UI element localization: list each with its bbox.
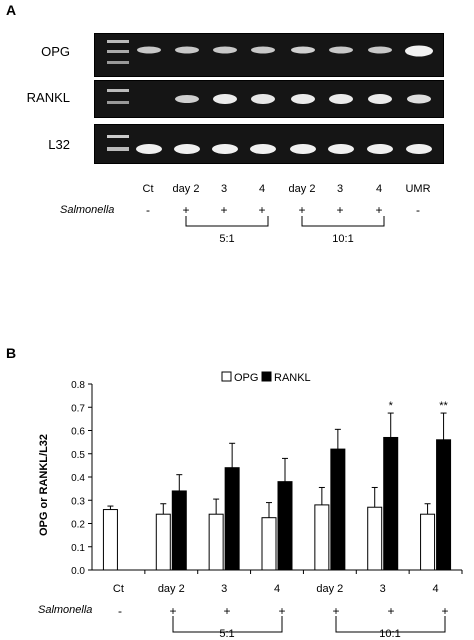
gel-label-opg: OPG xyxy=(41,44,70,59)
treatment-sign: + xyxy=(336,203,344,217)
bracket-a-5to1 xyxy=(185,216,269,227)
x-tick-label: day 2 xyxy=(158,583,185,595)
bar-rankl xyxy=(436,439,452,571)
treatment-sign: + xyxy=(223,604,231,618)
bar-chart: 0.0 0.1 0.2 0.3 0.4 0.5 0.6 0.7 0.8 Ct day 2 3 4 day … xyxy=(38,371,463,595)
bar-rankl xyxy=(383,436,399,571)
panel-b-letter: B xyxy=(6,345,17,361)
bar-opg xyxy=(261,517,277,571)
ratio-label-b: 10:1 xyxy=(379,628,401,640)
chart-bars: * ** xyxy=(102,400,452,571)
salmonella-label-b: Salmonella xyxy=(38,604,93,616)
bracket-b-5to1 xyxy=(172,616,283,633)
y-tick-label: 0.8 xyxy=(71,380,85,391)
gel-lane-label: UMR xyxy=(405,183,431,195)
x-tick-label: 4 xyxy=(433,583,439,595)
bar-rankl xyxy=(330,448,346,571)
ratio-label-b: 5:1 xyxy=(219,628,235,640)
bar-rankl xyxy=(277,481,293,571)
y-axis-label: OPG or RANKL/L32 xyxy=(38,434,50,536)
gel-image-rankl xyxy=(94,80,444,118)
chart-axes: 0.0 0.1 0.2 0.3 0.4 0.5 0.6 0.7 0.8 Ct day 2 3 4 day … xyxy=(71,380,463,595)
legend-label-opg: OPG xyxy=(234,372,258,384)
legend-swatch-opg xyxy=(221,371,232,382)
gel-lane-label: Ct xyxy=(142,183,154,195)
treatment-sign: + xyxy=(441,604,449,618)
salmonella-label-a: Salmonella xyxy=(60,204,115,216)
chart-legend: OPG RANKL xyxy=(221,371,311,384)
bracket-a-10to1 xyxy=(301,216,385,227)
bar-opg xyxy=(314,504,330,571)
x-tick-label: 4 xyxy=(274,583,280,595)
y-tick-label: 0.5 xyxy=(71,450,85,461)
bar-opg xyxy=(420,513,436,571)
gel-lane-label: 4 xyxy=(258,183,266,195)
treatment-sign: - xyxy=(416,203,420,217)
significance-marker: * xyxy=(389,400,394,412)
gel-image-opg xyxy=(94,33,444,77)
bar-rankl xyxy=(171,490,187,571)
ratio-label-a: 5:1 xyxy=(219,233,235,245)
treatment-sign: + xyxy=(258,203,266,217)
treatment-sign: + xyxy=(220,203,228,217)
gel-lane-label: 4 xyxy=(375,183,383,195)
treatment-sign: + xyxy=(169,604,177,618)
treatment-sign: - xyxy=(146,203,150,217)
bar-rankl xyxy=(224,467,240,571)
gel-lane-label: day 2 xyxy=(288,183,316,195)
bracket-lines-a xyxy=(185,216,385,227)
bracket-lines-b xyxy=(172,616,446,633)
treatment-sign: - xyxy=(118,604,122,618)
gel-bands-l32 xyxy=(107,135,432,154)
bar-opg xyxy=(367,506,383,571)
bar-opg xyxy=(208,513,224,571)
x-tick-label: 3 xyxy=(221,583,227,595)
y-tick-label: 0.4 xyxy=(71,473,85,484)
y-tick-label: 0.1 xyxy=(71,543,85,554)
gel-label-rankl: RANKL xyxy=(26,90,70,105)
bar-opg xyxy=(102,509,118,571)
bracket-b-10to1 xyxy=(335,616,446,633)
x-tick-label: day 2 xyxy=(316,583,343,595)
gel-bands-rankl xyxy=(107,89,431,104)
legend-label-rankl: RANKL xyxy=(274,372,311,384)
treatment-sign: + xyxy=(387,604,395,618)
gel-lane-label: 3 xyxy=(220,183,228,195)
x-tick-label: 3 xyxy=(380,583,386,595)
gel-image-l32 xyxy=(94,124,444,164)
treatment-sign: + xyxy=(298,203,306,217)
gel-label-l32: L32 xyxy=(48,137,70,152)
y-tick-label: 0.3 xyxy=(71,496,85,507)
gel-lane-label: 3 xyxy=(336,183,344,195)
y-tick-label: 0.7 xyxy=(71,403,85,414)
x-tick-label: Ct xyxy=(113,583,124,595)
treatment-sign: + xyxy=(182,203,190,217)
bar-opg xyxy=(155,513,171,571)
y-tick-label: 0.2 xyxy=(71,520,85,531)
treatment-sign: + xyxy=(278,604,286,618)
significance-marker: ** xyxy=(439,400,448,412)
panel-a-letter: A xyxy=(6,2,17,18)
treatment-sign: + xyxy=(332,604,340,618)
gel-lane-label: day 2 xyxy=(172,183,200,195)
ratio-label-a: 10:1 xyxy=(332,233,354,245)
gel-bands-opg xyxy=(107,40,433,64)
legend-swatch-rankl xyxy=(261,371,272,382)
treatment-sign: + xyxy=(375,203,383,217)
y-tick-label: 0.0 xyxy=(71,566,85,577)
y-tick-label: 0.6 xyxy=(71,427,85,438)
